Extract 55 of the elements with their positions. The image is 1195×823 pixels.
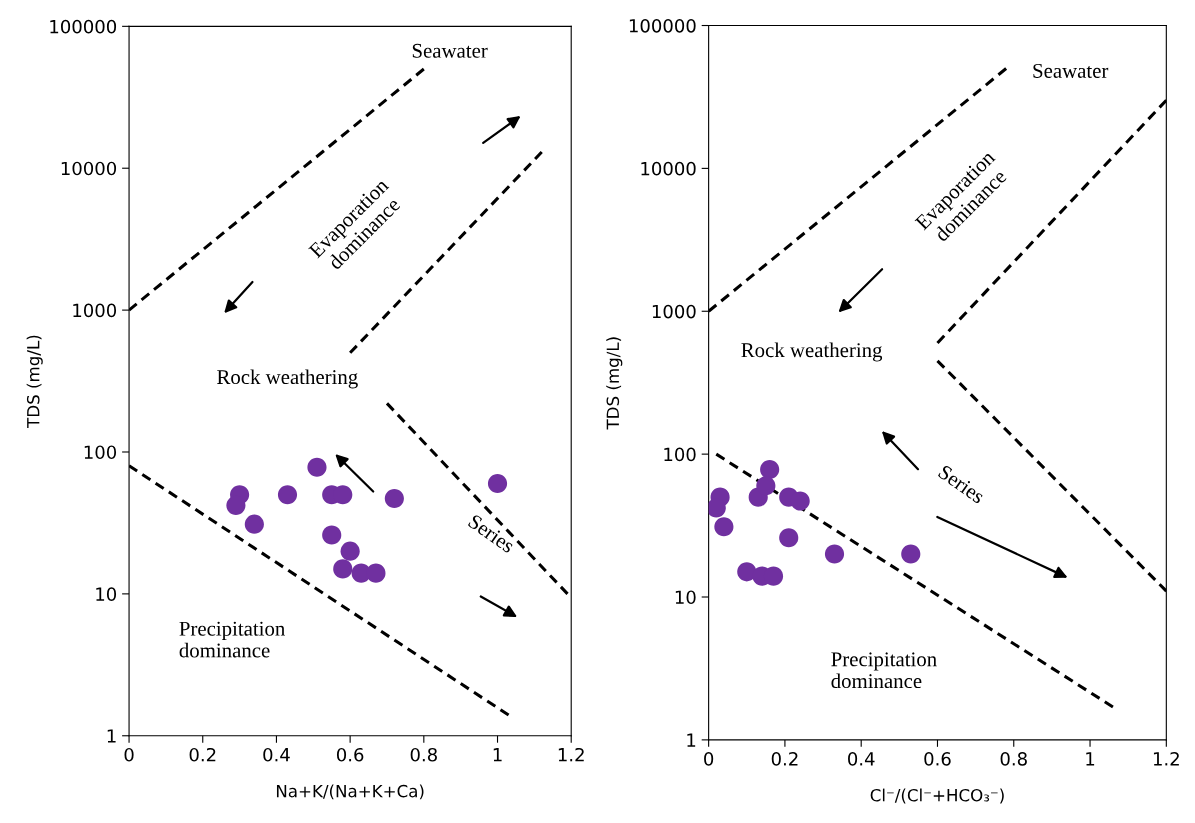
y-tick-label: 10000 <box>61 161 117 176</box>
point <box>708 498 726 518</box>
point <box>366 563 386 583</box>
point <box>487 473 508 494</box>
annotation: Rock weathering <box>741 342 883 362</box>
y-tick-label: 1 <box>687 733 696 747</box>
x-tick-label: 0 <box>704 752 714 766</box>
x-axis-title: Na+K/(Na+K+Ca) <box>276 784 424 800</box>
y-tick-label: 100000 <box>629 18 696 33</box>
y-tick-label: 100 <box>84 445 117 460</box>
x-tick-label: 0.4 <box>263 747 290 762</box>
x-tick-label: 0.8 <box>410 747 437 762</box>
point <box>737 562 757 582</box>
point <box>901 544 921 564</box>
y-axis-title: TDS (mg/L) <box>26 335 43 428</box>
x-tick-label: 1.2 <box>1153 752 1179 766</box>
point <box>824 544 845 564</box>
y-tick-label: 10 <box>675 590 696 605</box>
point <box>226 495 246 516</box>
annotation: Precipitation dominance <box>179 621 285 658</box>
point <box>756 476 776 496</box>
y-tick-label: 10000 <box>641 161 696 176</box>
y-tick-label: 100000 <box>50 19 117 34</box>
annotation: Rock weathering <box>217 369 358 389</box>
point <box>790 491 810 511</box>
annotation: Precipitation dominance <box>831 652 937 689</box>
y-tick-label: 1 <box>107 729 116 743</box>
point <box>307 457 327 477</box>
x-tick-label: 0 <box>124 747 134 762</box>
x-axis-title: Cl⁻/(Cl⁻+HCO₃⁻) <box>870 788 1004 804</box>
x-tick-label: 0.6 <box>924 752 951 766</box>
x-tick-label: 0.2 <box>771 752 798 766</box>
point <box>244 514 264 534</box>
x-tick-label: 0.4 <box>848 752 875 766</box>
x-tick-label: 0.6 <box>336 747 364 762</box>
y-tick-label: 1000 <box>652 304 696 319</box>
x-tick-label: 1 <box>493 748 502 762</box>
y-tick-label: 10 <box>96 587 117 601</box>
y-tick-label: 1000 <box>73 303 117 318</box>
point <box>384 488 404 509</box>
point <box>340 541 360 561</box>
point <box>277 485 298 505</box>
y-tick-label: 100 <box>664 447 696 462</box>
x-tick-label: 1 <box>1086 752 1095 766</box>
annotation: Seawater <box>1033 63 1109 78</box>
x-tick-label: 0.2 <box>189 747 216 762</box>
annotation: Seawater <box>412 43 488 58</box>
point <box>714 517 734 537</box>
point <box>333 559 353 579</box>
x-tick-label: 0.8 <box>1000 752 1027 766</box>
point <box>760 459 780 480</box>
point <box>322 525 342 545</box>
y-axis-title: TDS (mg/L) <box>606 337 623 430</box>
point <box>779 528 799 548</box>
x-tick-label: 1.2 <box>558 747 584 762</box>
